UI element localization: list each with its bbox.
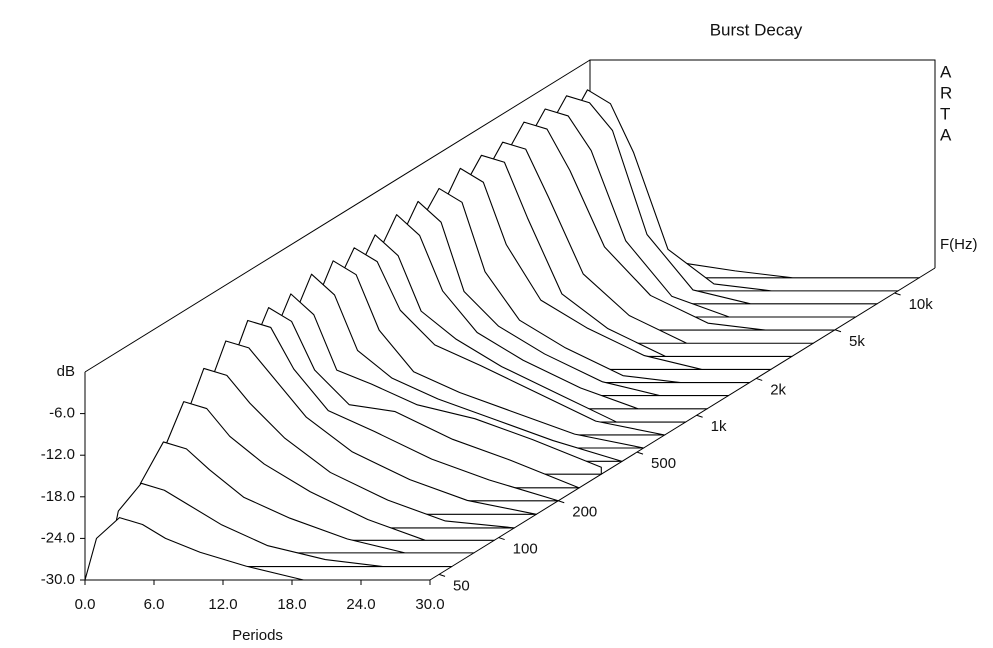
x-tick-label: 18.0 (277, 596, 306, 613)
z-axis (429, 267, 936, 581)
z-tick (834, 329, 842, 333)
z-tick (438, 573, 446, 577)
side-label-letter: R (940, 83, 952, 102)
side-label-letter: A (940, 62, 952, 81)
y-tick-label: -24.0 (41, 529, 75, 546)
z-tick-label: 2k (770, 381, 786, 398)
z-tick-label: 100 (513, 541, 538, 558)
y-axis-label: dB (57, 363, 75, 380)
x-tick-label: 24.0 (346, 596, 375, 613)
x-tick-label: 6.0 (144, 596, 165, 613)
z-tick (894, 292, 901, 296)
z-tick-label: 10k (909, 296, 934, 313)
z-tick-label: 50 (453, 577, 470, 594)
z-tick (558, 500, 565, 504)
y-tick-label: -6.0 (49, 405, 75, 422)
chart-title: Burst Decay (710, 20, 803, 39)
side-label-letter: T (940, 104, 950, 123)
y-tick-label: -30.0 (41, 571, 75, 588)
z-tick (498, 537, 505, 541)
z-axis-label: F(Hz) (940, 236, 978, 253)
x-tick-label: 12.0 (208, 596, 237, 613)
x-tick-label: 0.0 (75, 596, 96, 613)
x-tick-label: 30.0 (415, 596, 444, 613)
y-tick-label: -18.0 (41, 488, 75, 505)
z-tick-label: 200 (572, 504, 597, 521)
decay-slice (106, 482, 453, 568)
z-tick (696, 414, 703, 418)
z-tick-label: 5k (849, 333, 865, 350)
z-tick-label: 500 (651, 455, 676, 472)
z-tick (636, 451, 644, 455)
z-tick-label: 1k (711, 418, 727, 435)
top-depth-edge (84, 59, 591, 373)
z-tick (756, 377, 763, 381)
side-label-letter: A (940, 125, 952, 144)
x-axis-label: Periods (232, 627, 283, 644)
y-tick-label: -12.0 (41, 446, 75, 463)
